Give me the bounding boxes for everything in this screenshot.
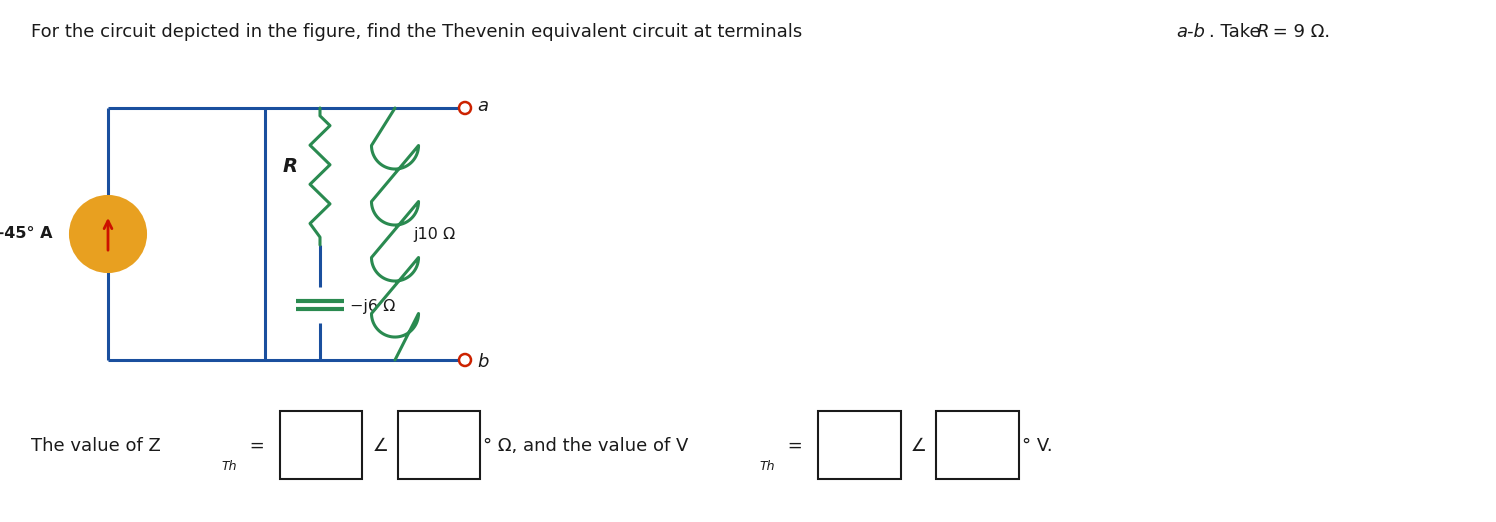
Circle shape bbox=[459, 102, 471, 114]
Text: R: R bbox=[1257, 23, 1269, 41]
Text: 5∔45° A: 5∔45° A bbox=[0, 227, 52, 242]
Text: b: b bbox=[477, 353, 488, 371]
Text: The value of Z: The value of Z bbox=[31, 437, 162, 455]
Text: −j6 Ω: −j6 Ω bbox=[350, 300, 395, 314]
Text: =: = bbox=[782, 437, 809, 455]
Text: j10 Ω: j10 Ω bbox=[413, 227, 455, 242]
Circle shape bbox=[70, 196, 147, 272]
Text: . Take: . Take bbox=[1209, 23, 1266, 41]
Text: ° Ω, and the value of V: ° Ω, and the value of V bbox=[483, 437, 688, 455]
Text: Th: Th bbox=[221, 460, 236, 472]
Text: = 9 Ω.: = 9 Ω. bbox=[1267, 23, 1330, 41]
Text: R: R bbox=[283, 157, 298, 176]
Text: =: = bbox=[244, 437, 271, 455]
Text: ° V.: ° V. bbox=[1022, 437, 1052, 455]
Text: For the circuit depicted in the figure, find the Thevenin equivalent circuit at : For the circuit depicted in the figure, … bbox=[31, 23, 808, 41]
Text: a-b: a-b bbox=[1176, 23, 1204, 41]
Text: ∠: ∠ bbox=[367, 437, 393, 455]
Text: ∠: ∠ bbox=[905, 437, 932, 455]
Text: Th: Th bbox=[760, 460, 775, 472]
Circle shape bbox=[459, 354, 471, 366]
Text: a: a bbox=[477, 97, 488, 115]
